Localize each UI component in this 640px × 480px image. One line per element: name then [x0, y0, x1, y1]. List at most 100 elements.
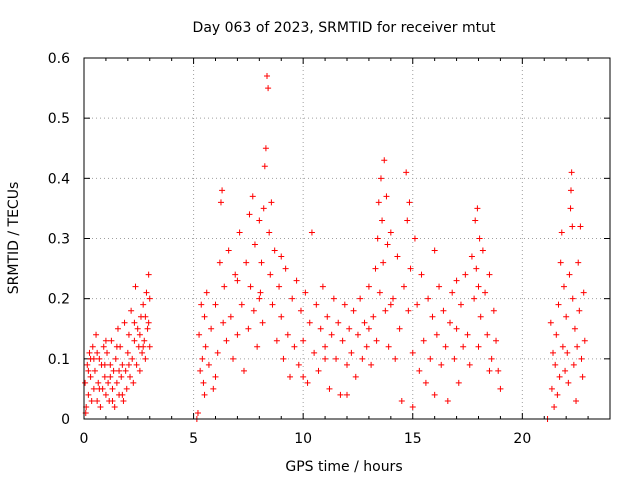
data-point [84, 361, 91, 368]
data-point [306, 319, 313, 326]
data-point [339, 337, 346, 344]
data-point [139, 349, 146, 356]
data-point [308, 229, 315, 236]
data-point [205, 361, 212, 368]
data-point [214, 349, 221, 356]
data-point [326, 385, 333, 392]
data-point [409, 403, 416, 410]
data-point [407, 265, 414, 272]
data-point [200, 379, 207, 386]
y-tick-label: 0.6 [48, 51, 70, 67]
data-point [197, 367, 204, 374]
data-point [250, 307, 257, 314]
data-point [557, 259, 564, 266]
data-point [479, 247, 486, 254]
data-point [568, 169, 575, 176]
data-point [403, 169, 410, 176]
y-tick-label: 0 [61, 412, 70, 428]
data-point [236, 229, 243, 236]
data-point [256, 217, 263, 224]
data-point [107, 361, 114, 368]
data-point [102, 391, 109, 398]
data-point [455, 379, 462, 386]
data-point [400, 283, 407, 290]
data-point [409, 349, 416, 356]
data-point [344, 391, 350, 398]
data-point [579, 373, 586, 380]
data-point [278, 253, 285, 260]
data-point [333, 355, 340, 362]
data-point [547, 319, 554, 326]
data-point [111, 403, 118, 410]
data-point [114, 325, 121, 332]
data-point [136, 367, 143, 374]
data-point [118, 373, 125, 380]
data-point [104, 349, 111, 356]
data-point [131, 319, 138, 326]
data-point [472, 217, 479, 224]
data-point [486, 271, 493, 278]
data-point [497, 385, 504, 392]
data-point [576, 307, 583, 314]
data-point [346, 325, 353, 332]
data-point [477, 313, 484, 320]
data-point [127, 373, 134, 380]
data-point [462, 271, 469, 278]
data-point [145, 271, 152, 278]
x-tick-label: 20 [513, 431, 531, 447]
data-point [473, 265, 480, 272]
data-point [194, 409, 201, 416]
data-point [198, 301, 205, 308]
data-point [265, 85, 272, 92]
data-point [262, 145, 269, 152]
data-point [464, 331, 471, 338]
data-point [90, 385, 97, 392]
data-point [577, 223, 584, 230]
data-point [396, 325, 403, 332]
data-point [300, 373, 307, 380]
data-point [221, 283, 228, 290]
data-point [230, 355, 237, 362]
data-point [102, 337, 109, 344]
data-point [453, 277, 460, 284]
data-point [120, 397, 127, 404]
data-point [368, 361, 375, 368]
data-point [324, 313, 331, 320]
data-point [208, 325, 215, 332]
data-point [438, 361, 445, 368]
data-point [123, 385, 130, 392]
data-point [466, 361, 473, 368]
data-point [431, 247, 438, 254]
data-point [442, 343, 449, 350]
data-point [86, 349, 93, 356]
data-point [128, 307, 135, 314]
data-point [113, 343, 120, 350]
data-point [243, 259, 250, 266]
data-point [363, 343, 370, 350]
x-tick-label: 15 [404, 431, 422, 447]
data-point [449, 289, 456, 296]
data-point [101, 373, 108, 380]
x-tick-label: 5 [189, 431, 198, 447]
data-point [109, 397, 116, 404]
data-point [468, 253, 475, 260]
data-point [130, 379, 137, 386]
data-point [202, 343, 209, 350]
data-point [234, 331, 241, 338]
data-point [246, 211, 253, 218]
data-point [134, 325, 141, 332]
y-tick-label: 0.4 [48, 171, 70, 187]
data-point [267, 271, 274, 278]
data-point [394, 253, 401, 260]
data-point [383, 193, 390, 200]
data-point [97, 403, 104, 410]
y-tick-label: 0.1 [48, 352, 70, 368]
data-point [254, 343, 261, 350]
data-point [567, 187, 574, 194]
data-point [335, 319, 342, 326]
data-point [447, 319, 454, 326]
data-point [96, 385, 103, 392]
data-point [573, 397, 580, 404]
data-point [420, 337, 427, 344]
x-tick-label: 10 [294, 431, 312, 447]
